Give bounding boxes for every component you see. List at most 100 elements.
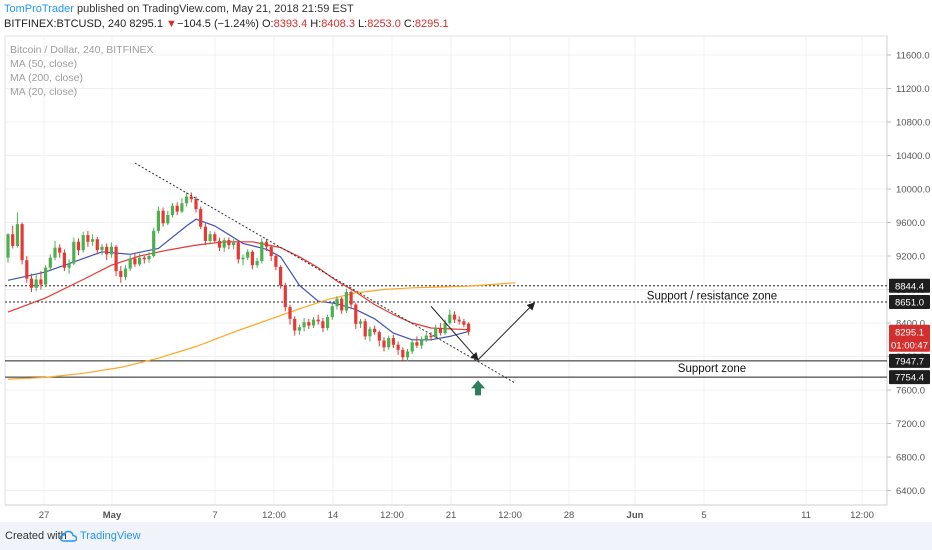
chart-header: TomProTrader published on TradingView.co…: [0, 0, 932, 36]
candle-up: [335, 298, 339, 307]
candle-up: [405, 351, 410, 358]
candle-down: [377, 332, 381, 341]
candle-down: [62, 252, 66, 268]
y-tick-label: 6800.0: [896, 453, 925, 464]
candle-down: [189, 196, 193, 200]
candle-down: [391, 338, 395, 345]
x-tick-label: May: [103, 510, 122, 521]
price-tag-label: 8295.1: [895, 327, 924, 338]
chart-legend: Bitcoin / Dollar, 240, BITFINEX MA (50, …: [10, 43, 154, 99]
low-label: L:: [358, 18, 368, 30]
candle-up: [246, 251, 250, 258]
candle-up: [448, 314, 452, 323]
price-tag: [889, 278, 930, 293]
candle-up: [420, 339, 424, 346]
y-tick-label: 9600.0: [896, 218, 925, 229]
candle-up: [443, 323, 447, 334]
author-link[interactable]: TomProTrader: [4, 3, 74, 15]
candle-up: [255, 261, 259, 266]
high-value: 8408.3: [321, 18, 355, 30]
candle-down: [194, 199, 198, 210]
candle-up: [302, 322, 306, 328]
candle-up: [387, 338, 391, 348]
trendline: [134, 162, 516, 384]
plot-area: [4, 35, 888, 506]
series-line: [7, 282, 516, 380]
price-tag: [889, 324, 930, 339]
candle-down: [363, 321, 367, 337]
candle-up: [222, 240, 226, 248]
candle-down: [415, 342, 419, 346]
candle-up: [434, 328, 438, 338]
high-label: H:: [310, 18, 322, 30]
tradingview-brand[interactable]: TradingView: [80, 530, 141, 542]
x-tick-label: 12:00: [498, 510, 522, 521]
candle-up: [48, 257, 52, 268]
tradingview-logo-icon: [60, 530, 77, 542]
candle-down: [25, 260, 29, 279]
candle-up: [208, 234, 212, 241]
candle-down: [288, 307, 292, 319]
candle-up: [81, 235, 85, 251]
candle-down: [95, 239, 99, 251]
candle-up: [72, 241, 76, 264]
candle-down: [119, 271, 123, 277]
projection-arrow: [477, 302, 536, 361]
x-tick-label: 21: [446, 510, 457, 521]
candle-down: [467, 323, 471, 332]
footer-bar: Created with TradingView: [0, 522, 932, 550]
candle-up: [152, 230, 156, 256]
candle-up: [34, 279, 38, 288]
y-tick-label: 10000.0: [896, 185, 930, 196]
legend-ma200[interactable]: MA (200, close): [10, 72, 83, 84]
candle-up: [368, 328, 372, 337]
candle-down: [142, 257, 146, 260]
candle-up: [123, 268, 128, 277]
candle-up: [156, 210, 160, 231]
candle-up: [424, 335, 428, 340]
candle-up: [260, 241, 264, 262]
candle-down: [349, 292, 353, 305]
candle-down: [29, 278, 34, 288]
candle-down: [39, 279, 43, 285]
candle-up: [147, 256, 151, 260]
candle-down: [213, 234, 217, 241]
price-change: −104.5 (−1.24%): [176, 18, 259, 30]
candle-down: [227, 240, 231, 246]
candle-up: [326, 317, 330, 329]
candle-up: [109, 246, 113, 255]
zone-label: Support zone: [678, 363, 746, 375]
candle-down: [316, 319, 320, 322]
candle-down: [293, 318, 297, 331]
last-price: 8295.1: [129, 18, 163, 30]
candle-down: [58, 247, 62, 253]
zone-label: Support / resistance zone: [647, 290, 777, 302]
price-chart[interactable]: 6400.06800.07200.07600.08000.08400.08800…: [0, 0, 932, 522]
price-tag-label: 7754.4: [895, 373, 924, 384]
x-tick-label: 5: [701, 510, 706, 521]
x-tick-label: 12:00: [262, 510, 286, 521]
legend-ma20[interactable]: MA (20, close): [10, 86, 78, 98]
candle-down: [283, 285, 287, 308]
created-with-text: Created with: [5, 530, 67, 542]
price-tag: [889, 370, 930, 385]
candle-up: [311, 319, 316, 326]
open-value: 8393.4: [273, 18, 308, 30]
low-value: 8253.0: [367, 18, 401, 30]
price-tag: [889, 294, 930, 309]
price-tag-label: 7947.7: [895, 356, 924, 367]
candle-down: [217, 240, 222, 248]
open-label: O:: [261, 18, 274, 30]
candle-down: [133, 258, 137, 265]
y-tick-label: 8400.0: [896, 319, 925, 330]
candle-down: [452, 314, 457, 320]
candle-down: [76, 241, 81, 251]
candle-down: [307, 322, 311, 326]
candle-down: [462, 321, 466, 325]
candle-down: [340, 298, 344, 311]
legend-ma50[interactable]: MA (50, close): [10, 58, 78, 70]
candle-up: [67, 263, 71, 268]
candle-up: [241, 257, 245, 260]
candle-up: [344, 292, 348, 311]
candle-down: [438, 328, 442, 334]
